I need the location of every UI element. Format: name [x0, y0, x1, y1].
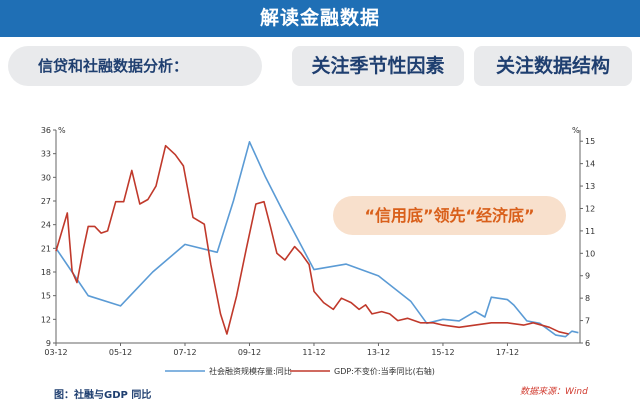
x-tick-label: 05-12	[109, 348, 132, 357]
chart-lines	[55, 141, 579, 338]
data-source: 数据来源：Wind	[520, 387, 588, 397]
x-tick-label: 11-12	[302, 348, 325, 357]
callout-text: “信用底”领先“经济底”	[364, 206, 535, 225]
right-tick-label: 8	[585, 294, 590, 303]
left-tick-label: 15	[41, 292, 51, 301]
topic-label: 信贷和社融数据分析：	[38, 57, 189, 75]
x-tick-label: 07-12	[173, 348, 196, 357]
topic-pill-structure: 关注数据结构	[474, 46, 632, 86]
left-tick-label: 33	[41, 150, 51, 159]
topic-pill-seasonal: 关注季节性因素	[292, 46, 464, 86]
x-tick-label: 03-12	[44, 348, 67, 357]
right-tick-label: 7	[585, 317, 590, 326]
topic-seasonal-label: 关注季节性因素	[311, 55, 445, 77]
x-tick-label: 15-12	[431, 348, 454, 357]
left-tick-label: 27	[41, 197, 51, 206]
left-tick-label: 18	[41, 268, 51, 277]
right-tick-label: 13	[585, 182, 595, 191]
topic-pill-left: 信贷和社融数据分析：	[8, 46, 262, 86]
left-tick-label: 30	[41, 173, 51, 182]
left-tick-label: 21	[41, 244, 51, 253]
series-line-2	[55, 144, 569, 335]
chart-axes: 9 12 15 18 21 24 27 30 33 36 % 6 7 8 9 10 11 12 13 14 15% 03-…	[41, 126, 595, 357]
right-tick-label: 9	[585, 272, 590, 281]
series-line-1	[55, 141, 579, 338]
legend-label-1: 社会融资规模存量:同比	[209, 366, 292, 376]
x-tick-label: 09-12	[238, 348, 261, 357]
topic-structure-label: 关注数据结构	[495, 55, 610, 77]
right-tick-label: 10	[585, 249, 595, 258]
left-tick-label: 24	[41, 221, 51, 230]
x-tick-label: 13-12	[367, 348, 390, 357]
left-axis-unit: %	[58, 126, 66, 135]
page-title: 解读金融数据	[259, 7, 380, 29]
right-tick-label: 14	[585, 160, 595, 169]
figure-caption: 图：社融与GDP 同比	[54, 390, 152, 401]
legend-label-2: GDP:不变价:当季同比(右轴)	[334, 366, 435, 376]
x-tick-label: 17-12	[496, 348, 519, 357]
right-tick-label: 12	[585, 204, 595, 213]
chart-legend: 社会融资规模存量:同比 GDP:不变价:当季同比(右轴)	[165, 366, 435, 376]
right-tick-label: 15	[585, 137, 595, 146]
left-tick-label: 9	[46, 339, 51, 348]
left-tick-label: 12	[41, 315, 51, 324]
right-tick-label: 11	[585, 227, 595, 236]
header-banner	[0, 0, 640, 37]
right-axis-unit: %	[572, 126, 580, 135]
right-tick-label: 6	[585, 339, 590, 348]
left-tick-label: 36	[41, 126, 51, 135]
callout-box: “信用底”领先“经济底”	[333, 196, 566, 235]
